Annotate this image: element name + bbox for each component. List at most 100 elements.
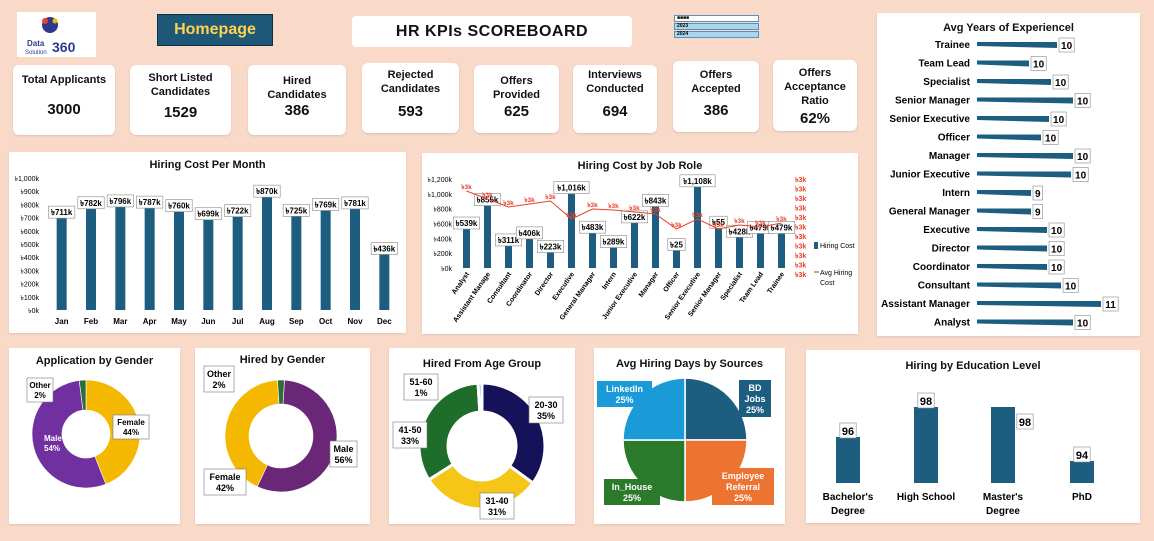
y-tick-label: ৳1,200k [427, 176, 452, 184]
data-label-box [495, 233, 523, 247]
y2-tick-label: ৳3k [795, 224, 806, 232]
bar-analyst [463, 228, 470, 268]
data-label: 35% [537, 411, 555, 421]
bar-senior-executive [977, 116, 1049, 122]
kpi-interviews-conducted: Interviews Conducted 694 [573, 65, 657, 133]
dashboard-title: HR KPIs SCOREBOARD [352, 16, 632, 47]
legend-swatch-hiring-cost [814, 242, 818, 249]
data-label-box [77, 196, 105, 210]
data-label-box [600, 235, 628, 248]
y-tick-label: ৳900k [20, 188, 39, 196]
slice-51-60 [476, 381, 484, 414]
y-tick-label: Analyst [934, 318, 971, 329]
data-label: 10 [1053, 115, 1065, 126]
y2-tick-label: ৳3k [795, 176, 806, 184]
data-label-box [136, 195, 164, 209]
bar-director [977, 245, 1047, 252]
bar-officer [673, 249, 680, 268]
y2-tick-label: ৳3k [795, 233, 806, 241]
data-label: ৳483k [582, 223, 604, 232]
data-label-box [1032, 204, 1043, 219]
data-label: 25% [623, 493, 641, 503]
data-label-box [282, 203, 310, 217]
data-label: ৳539k [456, 219, 478, 228]
homepage-button[interactable]: Homepage [157, 14, 273, 46]
kpi-value: 593 [397, 103, 424, 120]
legend-label-avg-hiring-cost: Avg Hiring Cost [820, 270, 852, 287]
slice-male [256, 379, 338, 493]
y-tick-label: ৳600k [433, 221, 452, 229]
x-tick-label: May [171, 317, 187, 326]
bar-intern [977, 190, 1031, 196]
chart-hiring-cost-by-role: Hiring Cost by Job Role ৳0k ৳200k ৳400k ৳60… [422, 153, 858, 334]
slicer-item-2024[interactable]: 2024 [674, 31, 759, 38]
data-label: Employee [722, 471, 765, 481]
data-label: 41-50 [398, 425, 421, 435]
bar-consultant [977, 282, 1061, 289]
kpi-label: Total Applicants [21, 74, 107, 86]
y2-tick-label: ৳3k [795, 205, 806, 213]
data-label: 10 [1065, 282, 1077, 293]
data-label: ৳796k [109, 197, 131, 206]
y2-tick-label: ৳3k [795, 252, 806, 260]
data-label: 2% [212, 380, 225, 390]
data-label-box [642, 194, 670, 207]
chart-title: Hired by Gender [239, 354, 326, 366]
data-label: Jobs [744, 394, 765, 404]
y-tick-label: ৳200k [433, 250, 452, 258]
x-tick-label: Sep [289, 317, 304, 326]
x-tick-label: Assistant Manage [452, 271, 492, 324]
data-label: ৳436k [373, 244, 395, 253]
data-label: 10 [1051, 226, 1063, 237]
data-label: 10 [1051, 263, 1063, 274]
line-label: ৳3k [524, 196, 535, 204]
role-chart-svg: ৳0k ৳200k ৳400k ৳600k ৳800k ৳1,000k ৳1,200k ৳3k… [427, 174, 855, 324]
y-tick-label: Team Lead [919, 59, 971, 70]
data-label: ৳406k [519, 229, 541, 238]
bar-bachelor-s-degree [836, 437, 860, 483]
data-label: ৳1,016k [557, 184, 586, 193]
y-tick-label: Specialist [923, 77, 970, 88]
logo-text-solution: Solution [25, 50, 47, 56]
bar-trainee [778, 232, 785, 268]
data-label-box [253, 184, 281, 198]
data-label-box [1032, 185, 1043, 201]
data-label-box [452, 216, 480, 230]
y-tick-label: Consultant [918, 281, 971, 292]
data-label-box [579, 220, 607, 234]
data-label: LinkedIn [606, 384, 643, 394]
data-label: Male [44, 434, 62, 443]
data-label-box [1030, 56, 1047, 71]
y-tick-label: ৳1,000k [14, 175, 39, 183]
y-tick-label: General Manager [889, 207, 970, 218]
x-tick-label: Feb [84, 317, 98, 326]
x-tick-label: Mar [113, 317, 127, 326]
y-tick-label: Junior Executive [890, 170, 970, 181]
data-label-box [1016, 413, 1034, 430]
data-label-box [341, 196, 369, 210]
x-tick-label: Apr [143, 317, 157, 326]
logo-graphic: Data Solution 360 [25, 17, 76, 56]
data-label: 98 [920, 396, 932, 408]
data-label: ৳25 [670, 240, 683, 249]
data-label: 10 [1033, 60, 1045, 71]
bar-coordinator [977, 264, 1047, 270]
chart-title: Avg Hiring Days by Sources [616, 358, 763, 370]
bar-assistant-manager [977, 301, 1101, 307]
data-label: 11 [1105, 300, 1116, 311]
data-label-box [712, 468, 774, 505]
data-label-box [839, 422, 857, 439]
y-tick-label: ৳1,000k [427, 191, 452, 199]
data-label: ৳428k [729, 227, 751, 236]
chart-title: Hiring Cost Per Month [149, 159, 266, 171]
line-label: ৳3k [734, 217, 745, 225]
data-label-box [48, 205, 76, 219]
x-tick-label: Jan [55, 317, 69, 326]
chart-hiring-by-education: Hiring by Education Level 96 Bachelor's De… [806, 350, 1140, 523]
slicer-item-2023[interactable]: 2023 [674, 23, 759, 30]
data-label: 10 [1045, 134, 1057, 145]
year-slicer[interactable]: ■■■■ 2023 2024 [674, 15, 759, 41]
logo-text-360: 360 [52, 39, 76, 55]
